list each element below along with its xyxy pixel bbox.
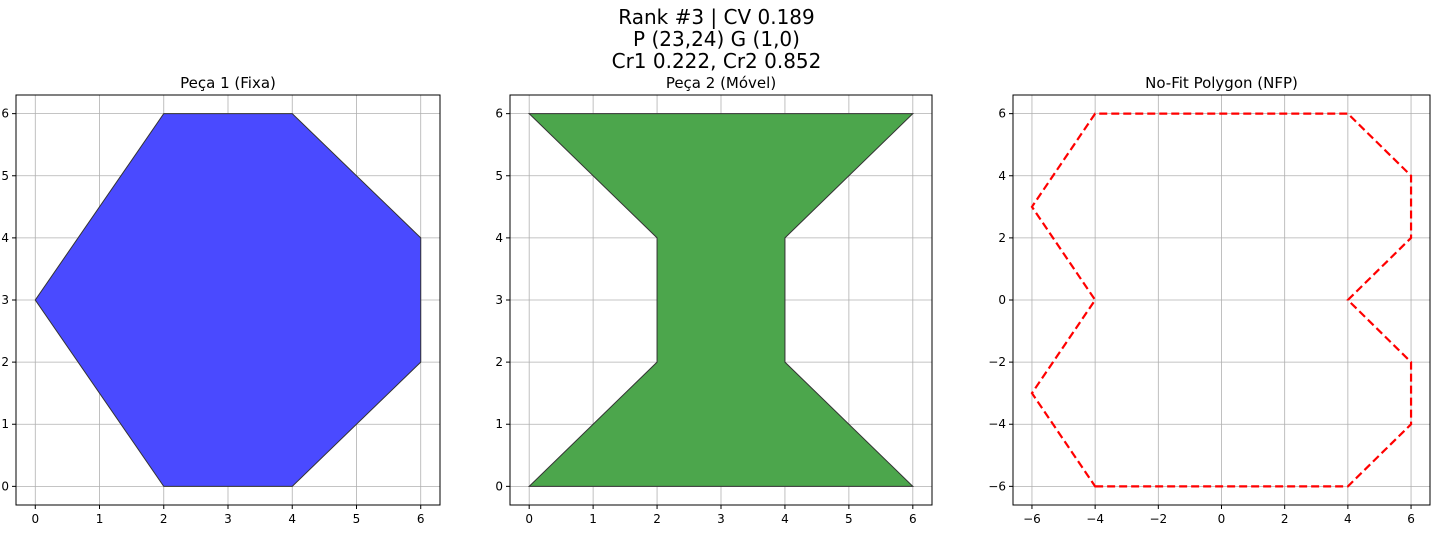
suptitle-line-3: Cr1 0.222, Cr2 0.852	[611, 49, 822, 73]
y-tick-label: 6	[998, 107, 1006, 121]
x-tick-label: 4	[288, 512, 296, 526]
polygon-shape	[527, 113, 915, 487]
x-tick-label: 5	[353, 512, 361, 526]
x-tick-label: 6	[1407, 512, 1415, 526]
chart-panel-1: 0 1 2 3 4 5 6 0 1 2 3 4 5 6 Peça 1 (Fixa)	[1, 74, 441, 526]
y-tick-label: 5	[1, 169, 9, 183]
x-tick-label: 4	[1344, 512, 1352, 526]
polygon-shape	[1030, 112, 1413, 488]
y-tick-label: −6	[988, 479, 1006, 493]
y-tick-label: 1	[1, 417, 9, 431]
x-tick-label: 1	[96, 512, 104, 526]
chart-panel-3: −6 −4 −2 0 2 4 6 −6 −4 −2 0 2 4 6 No-Fit Polygon (NFP)	[988, 74, 1431, 526]
y-tick-label: 6	[495, 107, 503, 121]
x-tick-label: 0	[525, 512, 533, 526]
y-tick-label: 4	[1, 231, 9, 245]
y-tick-label: 0	[998, 293, 1006, 307]
y-tick-label: 1	[495, 417, 503, 431]
chart-title: No-Fit Polygon (NFP)	[1145, 74, 1298, 92]
y-tick-label: 5	[495, 169, 503, 183]
x-tick-label: 0	[31, 512, 39, 526]
x-tick-label: 3	[224, 512, 232, 526]
y-tick-label: 4	[495, 231, 503, 245]
x-tick-label: −4	[1086, 512, 1104, 526]
x-tick-label: 0	[1218, 512, 1226, 526]
x-tick-label: 5	[845, 512, 853, 526]
chart-title: Peça 2 (Móvel)	[666, 74, 776, 92]
y-tick-label: 3	[495, 293, 503, 307]
x-tick-label: 2	[160, 512, 168, 526]
y-tick-label: 6	[1, 107, 9, 121]
x-tick-label: 6	[417, 512, 425, 526]
y-tick-label: −2	[988, 355, 1006, 369]
y-tick-label: 2	[1, 355, 9, 369]
suptitle-line-2: P (23,24) G (1,0)	[633, 27, 800, 51]
x-tick-label: 2	[1281, 512, 1289, 526]
y-tick-label: 2	[998, 231, 1006, 245]
y-tick-label: 0	[1, 479, 9, 493]
suptitle-line-1: Rank #3 | CV 0.189	[618, 5, 815, 29]
x-tick-label: 3	[717, 512, 725, 526]
polygon-shape	[34, 113, 422, 487]
x-tick-label: −6	[1023, 512, 1041, 526]
x-tick-label: 2	[653, 512, 661, 526]
x-tick-label: −2	[1149, 512, 1167, 526]
x-tick-label: 4	[781, 512, 789, 526]
y-tick-label: 2	[495, 355, 503, 369]
figure-suptitle: Rank #3 | CV 0.189 P (23,24) G (1,0) Cr1…	[0, 6, 1433, 72]
y-tick-label: 3	[1, 293, 9, 307]
y-tick-label: 4	[998, 169, 1006, 183]
x-tick-label: 6	[909, 512, 917, 526]
y-tick-label: −4	[988, 417, 1006, 431]
y-tick-label: 0	[495, 479, 503, 493]
chart-title: Peça 1 (Fixa)	[180, 74, 276, 92]
chart-panel-2: 0 1 2 3 4 5 6 0 1 2 3 4 5 6 Peça 2 (Móvel)	[495, 74, 933, 526]
x-tick-label: 1	[589, 512, 597, 526]
